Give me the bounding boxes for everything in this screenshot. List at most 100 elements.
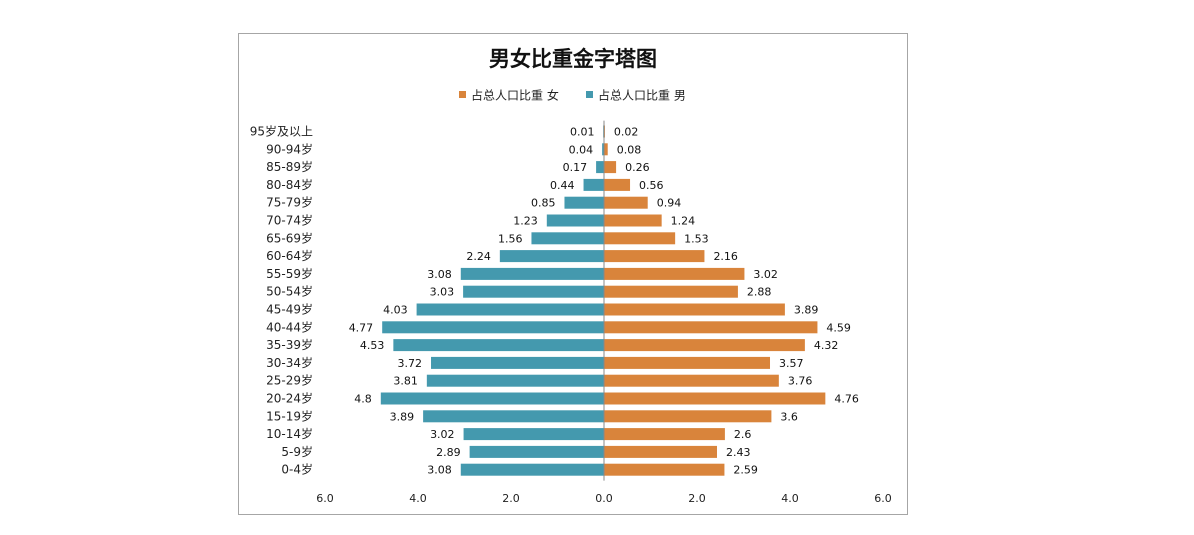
value-label-female: 3.6: [780, 410, 798, 423]
x-tick-label: 2.0: [688, 492, 706, 505]
category-label: 15-19岁: [266, 408, 313, 423]
category-label: 90-94岁: [266, 141, 313, 156]
bar-female: [604, 392, 826, 405]
bar-male: [431, 356, 604, 369]
value-label-female: 3.76: [788, 375, 813, 388]
value-label-female: 4.76: [834, 393, 859, 406]
legend-label-female: 占总人口比重 女: [471, 88, 559, 103]
bar-female: [604, 285, 738, 298]
value-label-male: 2.89: [436, 446, 461, 459]
bar-female: [604, 445, 717, 458]
value-label-female: 2.6: [734, 428, 752, 441]
bar-female: [604, 463, 725, 476]
bar-female: [604, 321, 818, 334]
bar-male: [393, 339, 604, 352]
category-label: 60-64岁: [266, 248, 313, 263]
bar-male: [416, 303, 604, 316]
value-label-female: 2.88: [747, 286, 772, 299]
bar-male: [382, 321, 604, 334]
bar-male: [596, 161, 604, 174]
category-label: 75-79岁: [266, 195, 313, 210]
bar-male: [469, 445, 604, 458]
x-tick-label: 6.0: [316, 492, 334, 505]
value-label-male: 3.08: [427, 268, 452, 281]
bar-male: [564, 196, 604, 209]
category-label: 30-34岁: [266, 355, 313, 370]
value-label-male: 0.85: [531, 197, 556, 210]
value-label-female: 3.57: [779, 357, 804, 370]
value-label-female: 4.59: [826, 321, 851, 334]
value-label-male: 2.24: [466, 250, 491, 263]
value-label-male: 3.03: [430, 286, 455, 299]
x-axis: 6.0 4.0 2.0 0.0 2.0 4.0 6.0: [316, 120, 892, 505]
value-label-female: 2.16: [713, 250, 738, 263]
x-tick-label: 0.0: [595, 492, 613, 505]
legend-swatch-male: [586, 91, 593, 98]
bar-male: [460, 267, 604, 280]
value-label-male: 3.08: [427, 464, 452, 477]
value-label-male: 1.23: [513, 215, 538, 228]
value-label-female: 0.56: [639, 179, 664, 192]
bar-female: [604, 356, 771, 369]
value-label-male: 3.02: [430, 428, 455, 441]
value-label-male: 0.01: [570, 126, 595, 139]
value-label-male: 3.81: [393, 375, 418, 388]
bar-female: [604, 143, 608, 156]
value-label-female: 4.32: [814, 339, 839, 352]
value-label-male: 4.03: [383, 304, 408, 317]
bars-layer: [380, 125, 826, 476]
value-label-female: 1.24: [671, 215, 696, 228]
value-label-male: 1.56: [498, 232, 523, 245]
value-label-male: 4.53: [360, 339, 385, 352]
bar-male: [546, 214, 604, 227]
bar-female: [604, 250, 705, 263]
bar-male: [499, 250, 604, 263]
category-label: 40-44岁: [266, 319, 313, 334]
value-label-male: 0.04: [569, 143, 594, 156]
bar-male: [583, 178, 604, 191]
bar-female: [604, 178, 631, 191]
category-label: 65-69岁: [266, 230, 313, 245]
value-label-male: 0.44: [550, 179, 575, 192]
value-label-female: 1.53: [684, 232, 709, 245]
chart-title: 男女比重金字塔图: [489, 47, 657, 71]
value-label-female: 0.94: [657, 197, 682, 210]
category-label: 85-89岁: [266, 159, 313, 174]
x-tick-label: 2.0: [502, 492, 520, 505]
bar-male: [463, 285, 604, 298]
category-label: 80-84岁: [266, 177, 313, 192]
category-label: 5-9岁: [281, 444, 313, 459]
bar-female: [604, 161, 617, 174]
value-label-female: 2.43: [726, 446, 751, 459]
bar-male: [531, 232, 604, 245]
bar-female: [604, 339, 805, 352]
category-label: 25-29岁: [266, 373, 313, 388]
value-label-male: 4.8: [354, 393, 372, 406]
value-label-female: 0.02: [614, 126, 639, 139]
bar-male: [463, 428, 604, 441]
value-label-male: 4.77: [349, 321, 374, 334]
bar-female: [604, 428, 725, 441]
value-label-female: 3.89: [794, 304, 819, 317]
bar-female: [604, 267, 745, 280]
category-label: 70-74岁: [266, 213, 313, 228]
bar-male: [426, 374, 604, 387]
x-tick-label: 4.0: [409, 492, 427, 505]
legend-label-male: 占总人口比重 男: [598, 88, 686, 103]
category-label: 10-14岁: [266, 426, 313, 441]
value-label-female: 0.08: [617, 143, 642, 156]
legend-swatch-female: [459, 91, 466, 98]
category-label: 0-4岁: [281, 462, 313, 477]
bar-female: [604, 410, 772, 423]
value-label-female: 0.26: [625, 161, 650, 174]
labels-layer: 95岁及以上 0.01 0.02 90-94岁 0.04 0.08 85-89岁 0.17 0.…: [250, 124, 859, 477]
bar-female: [604, 196, 648, 209]
legend: 占总人口比重 女 占总人口比重 男: [459, 88, 686, 103]
bar-male: [460, 463, 604, 476]
category-label: 50-54岁: [266, 284, 313, 299]
bar-male: [423, 410, 604, 423]
bar-female: [604, 303, 785, 316]
category-label: 35-39岁: [266, 337, 313, 352]
category-label: 20-24岁: [266, 391, 313, 406]
